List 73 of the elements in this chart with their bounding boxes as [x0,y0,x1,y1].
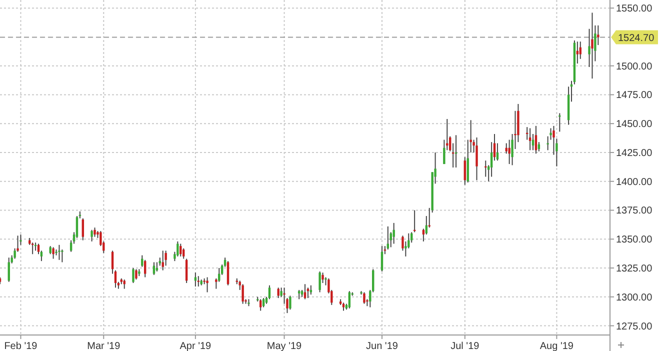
x-tick-label: Jul '19 [450,341,480,351]
y-tick-label: 1475.00 [616,90,653,102]
x-tick-label: Mar '19 [87,341,121,351]
candlestick [82,218,84,241]
candlestick [176,240,179,257]
candlestick [322,272,324,284]
candlestick [318,270,321,293]
candlestick [546,136,549,151]
y-tick-label: 1300.00 [616,292,653,304]
candlestick [164,250,167,266]
candlestick [466,139,469,184]
candlestick [576,41,579,64]
candlestick [446,118,448,151]
candlestick [386,226,390,250]
y-tick-label: 1400.00 [616,176,653,188]
candlestick [348,290,351,309]
x-tick-label: Aug '19 [540,341,574,351]
x-tick-label: Jun '19 [366,341,398,351]
candlestick [197,276,200,287]
candlestick [94,227,96,238]
y-tick-label: 1450.00 [616,119,653,130]
ref-line-label: 1524.70 [618,32,655,44]
candlestick [289,295,292,310]
candlestick [534,125,538,154]
candlestick [597,24,600,46]
candlestick [123,279,126,290]
candlestick [464,156,466,186]
candlestick [277,287,280,299]
candlestick [579,41,582,60]
candlestick [90,229,93,242]
candlestick [552,125,555,156]
y-tick-label: 1375.00 [616,206,653,217]
candlestick [52,246,54,260]
candlestick [8,257,10,282]
candlestick [156,262,158,272]
candlestick [194,272,197,287]
candlestick [226,260,230,286]
y-tick-label: 1425.00 [616,148,653,159]
candlestick [132,268,134,284]
candlestick [144,259,146,278]
candlestick [162,250,164,271]
candlestick [242,284,244,304]
candlestick [558,112,561,132]
x-tick-label: Apr '19 [180,341,212,351]
candlestick [152,262,156,276]
candlestick [31,242,34,255]
x-tick-label: Feb '19 [4,341,38,351]
y-tick-label: 1275.00 [616,321,653,332]
candlestick [505,142,508,154]
candlestick [259,298,262,312]
candlestick [262,298,265,308]
candlestick [363,292,366,304]
candlestick [528,128,532,151]
candlestick [392,222,395,244]
x-tick-label: May '19 [266,341,302,351]
y-tick-label: 1350.00 [616,234,653,246]
candlestick [476,136,478,181]
y-tick-label: 1500.00 [616,61,653,72]
candlestick [298,289,300,300]
candlestick [185,258,188,284]
candlestick [591,12,594,80]
y-tick-label: 1325.00 [616,264,653,274]
candlestick [508,139,510,165]
candlestick [268,284,271,300]
candlestick [182,248,185,260]
candlestick [180,243,182,257]
candlestick [206,276,208,293]
y-tick-label: 1550.00 [616,4,653,15]
candlestick [61,249,64,263]
candlestick [380,246,384,272]
candlestick [135,268,138,280]
candlestick [310,284,312,296]
candlestick [58,244,60,260]
